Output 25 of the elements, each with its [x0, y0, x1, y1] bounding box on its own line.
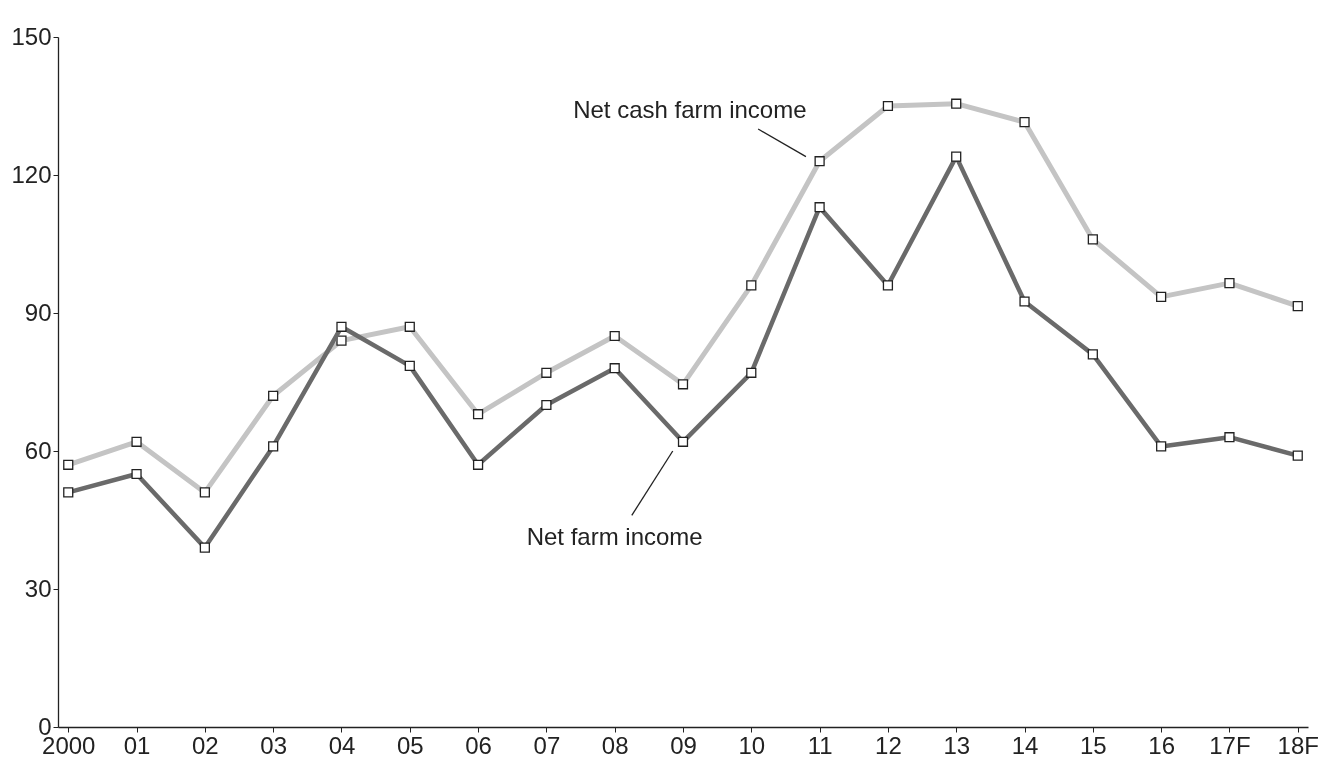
- x-tick-label: 07: [533, 731, 561, 759]
- x-tick-label: 08: [601, 731, 629, 759]
- x-tick-label: 18F: [1277, 731, 1319, 759]
- x-tick-label: 11: [807, 731, 833, 759]
- x-tick-label: 04: [328, 731, 356, 759]
- x-tick-label: 05: [396, 731, 424, 759]
- y-tick-label: 120: [11, 160, 52, 188]
- x-tick-label: 15: [1079, 731, 1107, 759]
- y-tick-label: 30: [24, 574, 52, 602]
- x-tick-label: 16: [1148, 731, 1175, 759]
- x-tick-label: 01: [123, 731, 151, 759]
- x-tick-label: 03: [260, 731, 288, 759]
- y-tick-label: 150: [11, 22, 52, 50]
- series-label: Net cash farm income: [573, 95, 807, 123]
- text: Net farm income: [526, 523, 703, 551]
- x-tick-label: 06: [465, 731, 492, 759]
- y-tick-label: 90: [24, 298, 52, 326]
- x-tick-label: 02: [192, 731, 219, 759]
- x-tick-label: 13: [943, 731, 971, 759]
- x-tick-label: 12: [875, 731, 902, 759]
- x-tick-label: 10: [738, 731, 766, 759]
- x-tick-label: 14: [1011, 731, 1039, 759]
- y-tick-label: 60: [24, 436, 52, 464]
- x-tick-label: 09: [670, 731, 697, 759]
- x-tick-label: 17F: [1209, 731, 1251, 759]
